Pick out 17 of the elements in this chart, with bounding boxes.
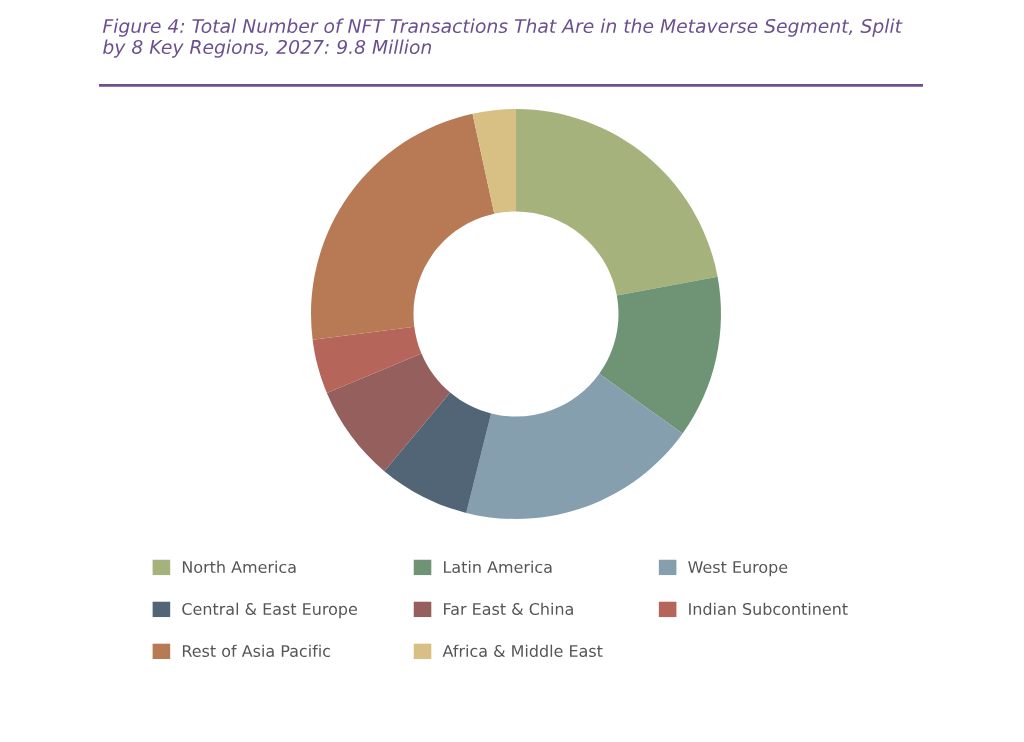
donut-slice <box>326 353 451 472</box>
legend-label: Africa & Middle East <box>442 644 603 658</box>
legend-label: Latin America <box>444 560 552 574</box>
donut-slice <box>472 109 516 214</box>
legend-label: Far East & China <box>444 602 573 616</box>
chart-title: Figure 4: Total Number of NFT Transactions That Are in the Metaverse Segment, Split by 8 Key Regions, 2027: 9.8 Million <box>102 18 903 58</box>
donut-slice <box>466 373 683 519</box>
donut-slice <box>516 109 718 296</box>
donut-slice <box>312 326 422 394</box>
legend-label: North America <box>182 560 296 574</box>
legend-label: West Europe <box>688 561 788 577</box>
legend-label: Indian Subcontinent <box>689 602 848 616</box>
donut-slice <box>599 276 721 434</box>
legend-label: Central & East Europe <box>182 602 357 619</box>
donut-slice <box>384 392 492 513</box>
legend-label: Rest of Asia Pacific <box>182 644 331 658</box>
donut-slice <box>311 113 495 340</box>
